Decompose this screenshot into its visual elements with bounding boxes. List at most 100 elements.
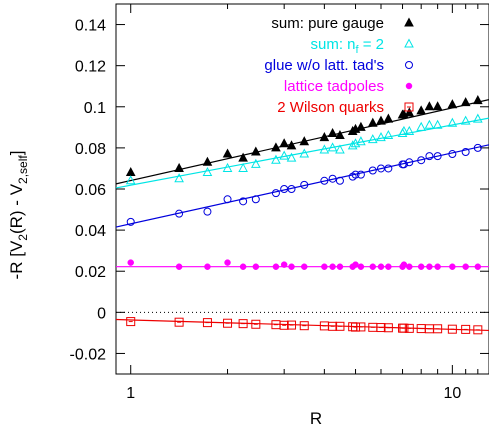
x-axis-label: R: [310, 409, 322, 428]
data-point-series-1: [376, 132, 386, 142]
x-tick-label: 10: [443, 385, 461, 402]
data-point-series-1: [174, 173, 184, 183]
data-point-series-3: [329, 263, 336, 270]
data-point-series-2: [126, 217, 135, 226]
data-point-series-0: [271, 142, 281, 152]
data-point-series-0: [367, 117, 378, 127]
data-point-series-3: [321, 263, 328, 270]
data-point-series-1: [367, 134, 378, 144]
y-tick-label: 0.06: [75, 182, 106, 199]
data-point-series-3: [434, 263, 441, 270]
data-point-series-1: [222, 162, 233, 172]
data-point-series-3: [252, 263, 260, 270]
data-point-series-1: [404, 125, 415, 135]
data-point-series-3: [288, 263, 295, 270]
data-point-series-0: [472, 95, 483, 105]
data-point-series-1: [250, 158, 261, 168]
legend-label-2: glue w/o latt. tad's: [264, 57, 384, 74]
data-point-series-4: [251, 319, 261, 329]
data-point-series-0: [404, 107, 415, 117]
data-point-series-3: [127, 259, 134, 266]
data-point-series-4: [433, 324, 443, 334]
data-point-series-3: [385, 263, 392, 270]
data-point-series-0: [222, 148, 233, 158]
data-point-series-4: [223, 318, 233, 328]
data-point-series-1: [271, 154, 281, 164]
data-point-series-0: [383, 113, 394, 123]
data-point-series-2: [239, 197, 248, 206]
marker-layer: [125, 95, 483, 335]
legend-marker-2: [405, 61, 413, 69]
data-point-series-4: [328, 321, 338, 331]
data-point-series-2: [351, 170, 360, 179]
data-point-series-0: [279, 138, 290, 148]
data-point-series-4: [376, 323, 386, 333]
data-point-series-1: [424, 119, 435, 129]
data-point-series-4: [447, 324, 457, 334]
data-point-series-3: [336, 263, 344, 270]
data-point-series-0: [174, 162, 184, 172]
data-point-series-0: [460, 97, 471, 107]
data-point-series-4: [279, 320, 289, 330]
data-point-series-2: [461, 148, 470, 156]
data-point-series-3: [301, 263, 308, 270]
data-point-series-3: [474, 263, 482, 270]
legend-marker-0: [404, 17, 414, 27]
data-point-series-4: [356, 322, 366, 332]
data-point-series-2: [368, 166, 377, 175]
data-point-series-3: [377, 263, 385, 270]
data-point-series-0: [238, 152, 248, 162]
data-point-series-1: [399, 125, 409, 135]
data-point-series-0: [447, 99, 458, 109]
y-tick-label: 0.14: [75, 18, 106, 35]
data-point-series-0: [432, 101, 443, 111]
data-point-series-0: [250, 146, 261, 156]
data-point-series-4: [174, 317, 184, 327]
data-point-series-2: [425, 152, 434, 161]
y-tick-label: 0.02: [75, 264, 106, 281]
data-point-series-2: [328, 174, 337, 183]
data-point-series-2: [175, 209, 184, 218]
data-point-series-2: [384, 164, 393, 173]
data-point-series-1: [416, 121, 427, 131]
data-point-series-4: [238, 319, 248, 329]
data-point-series-2: [399, 160, 408, 169]
data-point-series-0: [319, 132, 330, 142]
data-point-series-4: [473, 325, 483, 335]
data-point-series-2: [203, 207, 212, 216]
y-tick-label: 0.04: [75, 223, 106, 240]
data-point-series-1: [432, 119, 443, 129]
data-point-series-3: [417, 263, 425, 270]
y-tick-label: -0.02: [70, 346, 107, 363]
data-point-series-4: [299, 321, 309, 331]
data-point-series-4: [202, 318, 212, 328]
data-point-series-4: [383, 323, 393, 333]
data-point-series-3: [426, 263, 433, 270]
y-tick-label: 0: [97, 305, 106, 322]
data-point-series-1: [286, 152, 297, 162]
data-point-series-1: [356, 136, 366, 146]
data-point-series-3: [280, 261, 288, 268]
data-point-series-0: [125, 166, 136, 177]
data-point-series-4: [335, 321, 345, 331]
legend-label-4: 2 Wilson quarks: [277, 99, 384, 116]
data-point-series-1: [279, 150, 290, 160]
y-tick-label: 0.12: [75, 59, 106, 76]
data-point-series-2: [300, 180, 309, 189]
data-point-series-2: [473, 143, 482, 152]
y-tick-label: 0.1: [84, 100, 106, 117]
data-point-series-2: [417, 156, 426, 165]
data-point-series-0: [376, 115, 386, 125]
data-point-series-4: [461, 324, 471, 334]
data-point-series-3: [369, 263, 377, 270]
data-point-series-3: [400, 261, 408, 268]
data-point-series-4: [287, 320, 297, 330]
data-point-series-2: [287, 185, 296, 193]
data-point-series-1: [125, 175, 136, 185]
data-point-series-3: [449, 263, 456, 270]
data-point-series-3: [462, 263, 469, 270]
data-point-series-1: [299, 148, 310, 158]
data-point-series-1: [383, 129, 394, 140]
